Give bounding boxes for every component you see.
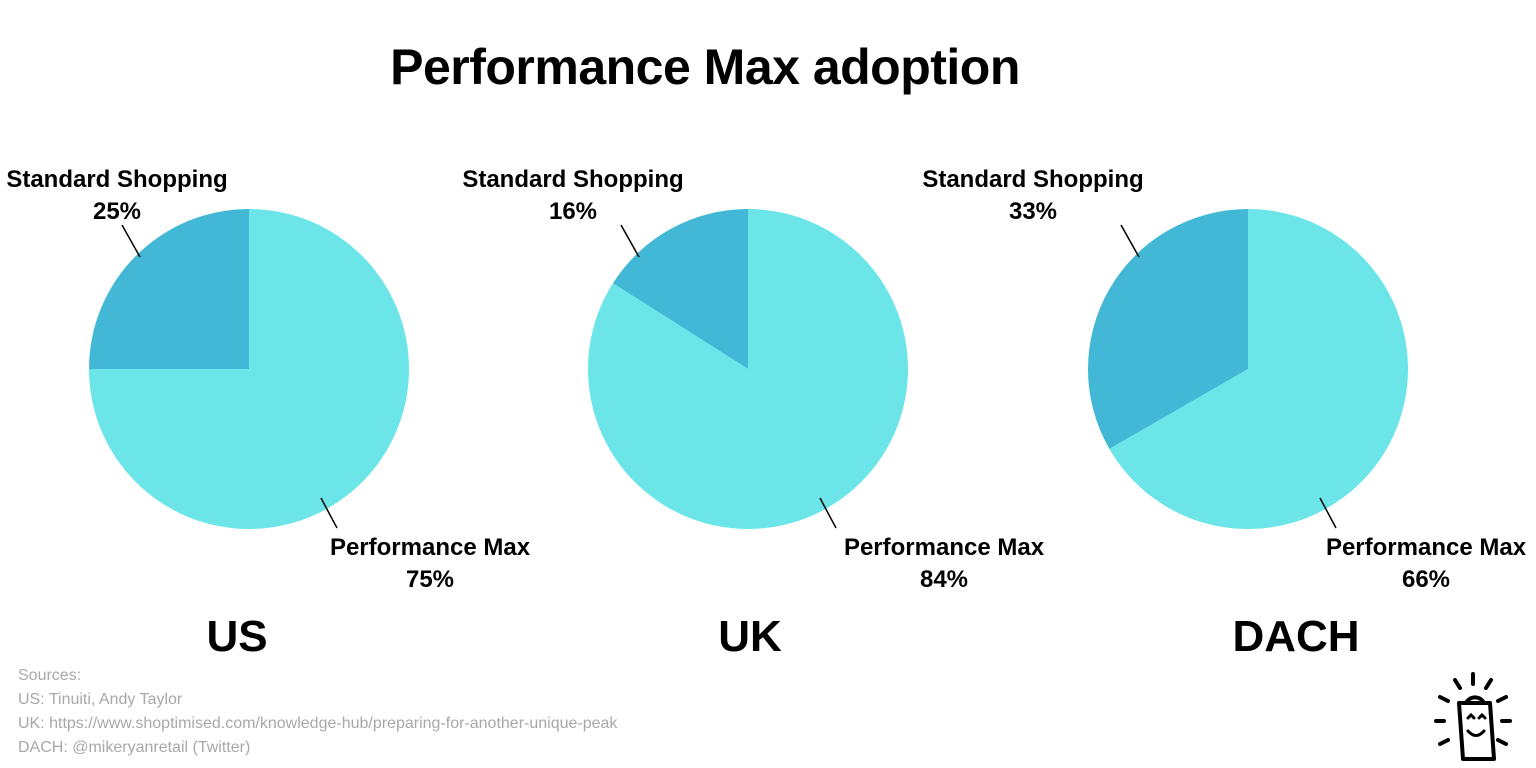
source-us: US: Tinuiti, Andy Taylor bbox=[18, 691, 183, 708]
dach-pmax-leader-line bbox=[1319, 497, 1337, 529]
source-dach: DACH: @mikeryanretail (Twitter) bbox=[18, 739, 251, 756]
us-standard-label: Standard Shopping 25% bbox=[6, 166, 228, 225]
uk-title: UK bbox=[718, 612, 782, 661]
dach-standard-label: Standard Shopping 33% bbox=[922, 166, 1144, 225]
us-pmax-leader-line bbox=[320, 497, 338, 529]
uk-slice-performance-max bbox=[588, 209, 909, 529]
uk-standard-label: Standard Shopping 16% bbox=[462, 166, 684, 225]
us-standard-leader-line bbox=[121, 224, 141, 258]
dach-slice-standard-shopping bbox=[1087, 209, 1248, 449]
dach-standard-leader-line bbox=[1120, 224, 1140, 258]
source-uk: UK: https://www.shoptimised.com/knowledg… bbox=[18, 715, 618, 732]
page-title: Performance Max adoption bbox=[390, 39, 1020, 95]
dach-slice-performance-max bbox=[1109, 209, 1408, 529]
uk-pmax-leader-line bbox=[819, 497, 837, 529]
uk-standard-leader-line bbox=[620, 224, 640, 258]
us-slice-standard-shopping bbox=[89, 209, 249, 369]
uk-pmax-label: Performance Max 84% bbox=[843, 534, 1045, 593]
smiling-shopping-bag-icon bbox=[1434, 672, 1512, 761]
sources: Sources: US: Tinuiti, Andy Taylor UK: ht… bbox=[18, 664, 617, 760]
dach-pmax-label: Performance Max 66% bbox=[1325, 534, 1527, 593]
sources-heading: Sources: bbox=[18, 667, 82, 684]
us-slice-performance-max bbox=[89, 209, 409, 529]
uk-slice-standard-shopping bbox=[612, 209, 748, 369]
us-title: US bbox=[206, 612, 268, 661]
us-pmax-label: Performance Max 75% bbox=[329, 534, 531, 593]
dach-title: DACH bbox=[1232, 612, 1360, 661]
